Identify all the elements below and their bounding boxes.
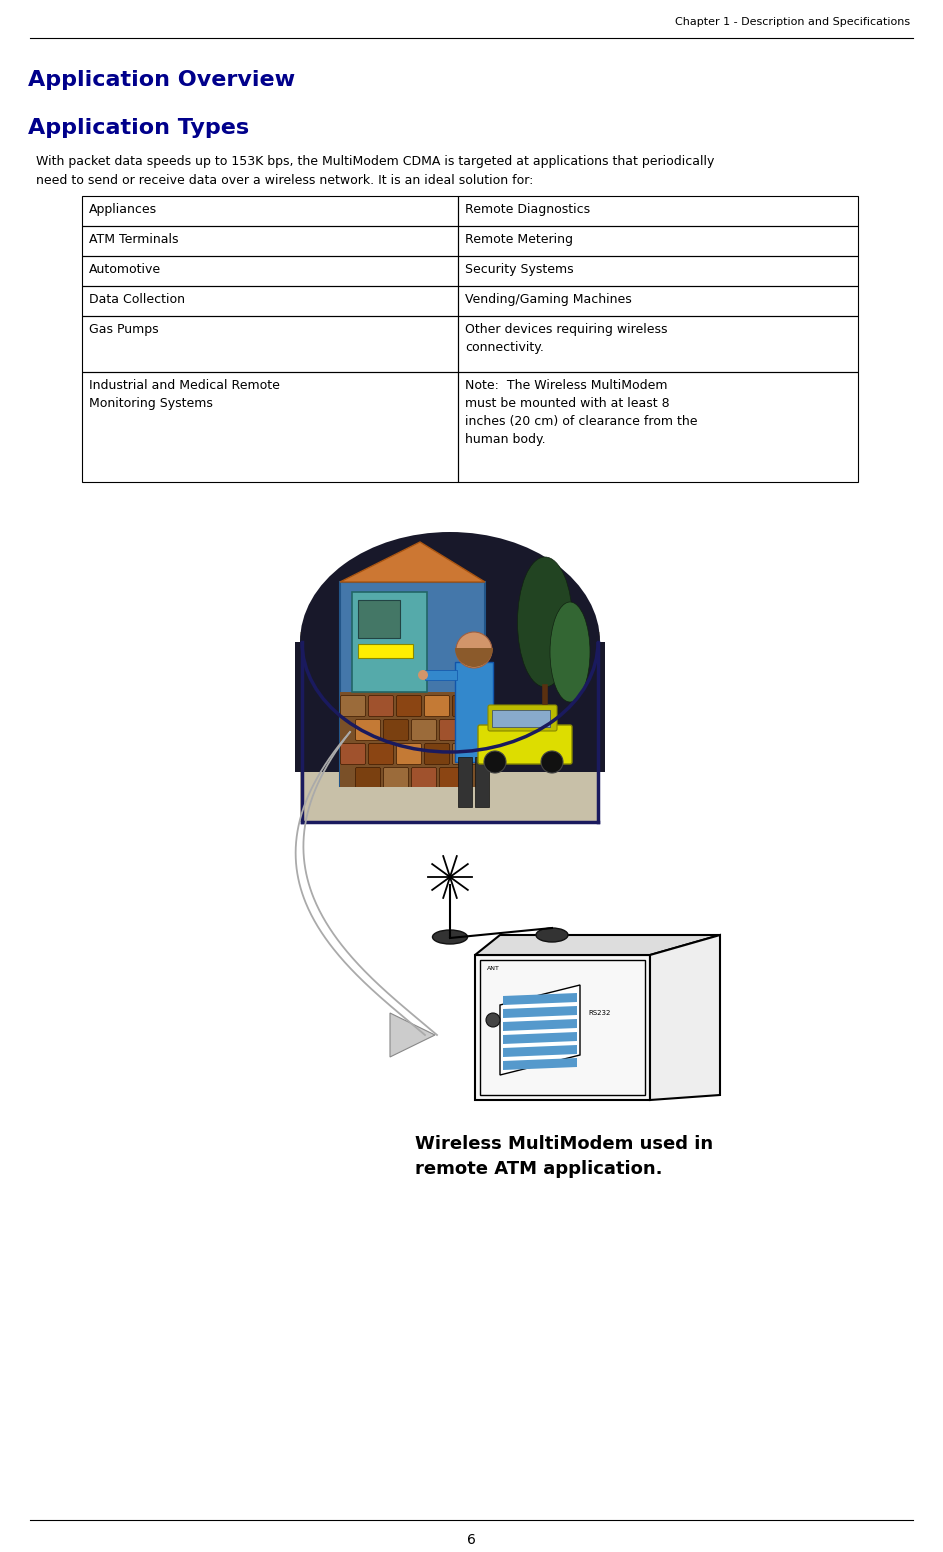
FancyBboxPatch shape xyxy=(424,743,450,765)
FancyBboxPatch shape xyxy=(453,743,477,765)
FancyBboxPatch shape xyxy=(356,768,380,788)
FancyBboxPatch shape xyxy=(340,792,366,813)
FancyBboxPatch shape xyxy=(384,720,408,740)
Polygon shape xyxy=(340,542,485,582)
FancyBboxPatch shape xyxy=(424,792,450,813)
FancyBboxPatch shape xyxy=(488,705,557,731)
Text: Other devices requiring wireless
connectivity.: Other devices requiring wireless connect… xyxy=(465,323,668,354)
FancyBboxPatch shape xyxy=(478,725,572,764)
Circle shape xyxy=(541,751,563,773)
Text: Wireless MultiModem used in
remote ATM application.: Wireless MultiModem used in remote ATM a… xyxy=(415,1135,713,1178)
Bar xyxy=(458,256,858,286)
Text: RS232: RS232 xyxy=(588,1010,610,1017)
FancyBboxPatch shape xyxy=(411,720,437,740)
Bar xyxy=(82,196,458,227)
FancyBboxPatch shape xyxy=(396,743,422,765)
Polygon shape xyxy=(500,986,580,1076)
Circle shape xyxy=(418,670,428,680)
Polygon shape xyxy=(503,993,577,1006)
Bar xyxy=(82,372,458,483)
Text: ANT: ANT xyxy=(487,967,500,972)
Bar xyxy=(340,692,485,823)
Polygon shape xyxy=(650,934,720,1100)
Text: Automotive: Automotive xyxy=(89,262,161,276)
Text: Appliances: Appliances xyxy=(89,203,157,216)
Bar xyxy=(458,286,858,317)
Bar xyxy=(458,757,472,807)
FancyBboxPatch shape xyxy=(453,695,477,717)
Text: Chapter 1 - Description and Specifications: Chapter 1 - Description and Specificatio… xyxy=(675,17,910,26)
FancyBboxPatch shape xyxy=(369,792,393,813)
Circle shape xyxy=(484,751,506,773)
FancyBboxPatch shape xyxy=(369,743,393,765)
Text: Application Overview: Application Overview xyxy=(28,70,295,90)
Polygon shape xyxy=(503,1044,577,1057)
Text: Security Systems: Security Systems xyxy=(465,262,573,276)
Wedge shape xyxy=(455,649,493,667)
Bar xyxy=(475,954,650,1100)
Text: Note:  The Wireless MultiModem
must be mounted with at least 8
inches (20 cm) of: Note: The Wireless MultiModem must be mo… xyxy=(465,379,698,445)
Bar xyxy=(352,591,427,692)
Ellipse shape xyxy=(300,532,600,753)
FancyBboxPatch shape xyxy=(340,695,366,717)
Polygon shape xyxy=(475,934,720,954)
Bar xyxy=(358,601,400,638)
Ellipse shape xyxy=(433,930,468,944)
Bar xyxy=(300,632,600,823)
Bar xyxy=(425,670,457,680)
Text: Remote Metering: Remote Metering xyxy=(465,233,573,247)
Bar xyxy=(82,286,458,317)
Text: Gas Pumps: Gas Pumps xyxy=(89,323,158,335)
Polygon shape xyxy=(390,1013,435,1057)
Bar xyxy=(458,317,858,372)
Text: Data Collection: Data Collection xyxy=(89,293,185,306)
FancyBboxPatch shape xyxy=(369,695,393,717)
Bar xyxy=(455,663,493,762)
Text: Remote Diagnostics: Remote Diagnostics xyxy=(465,203,590,216)
Text: Application Types: Application Types xyxy=(28,118,249,138)
Bar xyxy=(480,961,645,1096)
Circle shape xyxy=(486,1013,500,1027)
Bar xyxy=(340,582,485,823)
Bar xyxy=(492,709,550,726)
Text: With packet data speeds up to 153K bps, the MultiModem CDMA is targeted at appli: With packet data speeds up to 153K bps, … xyxy=(36,155,715,186)
Polygon shape xyxy=(503,1006,577,1018)
Bar xyxy=(82,256,458,286)
FancyBboxPatch shape xyxy=(340,743,366,765)
Polygon shape xyxy=(503,1020,577,1031)
Text: Vending/Gaming Machines: Vending/Gaming Machines xyxy=(465,293,632,306)
Text: 6: 6 xyxy=(467,1533,475,1547)
Text: ATM Terminals: ATM Terminals xyxy=(89,233,178,247)
Bar xyxy=(475,757,489,807)
Polygon shape xyxy=(503,1032,577,1044)
Bar xyxy=(82,317,458,372)
Bar xyxy=(295,643,605,771)
Ellipse shape xyxy=(518,557,572,688)
FancyBboxPatch shape xyxy=(439,720,465,740)
FancyBboxPatch shape xyxy=(424,695,450,717)
Bar xyxy=(358,644,413,658)
Ellipse shape xyxy=(536,928,568,942)
FancyBboxPatch shape xyxy=(411,768,437,788)
FancyBboxPatch shape xyxy=(356,720,380,740)
FancyBboxPatch shape xyxy=(396,792,422,813)
Bar xyxy=(82,227,458,256)
Ellipse shape xyxy=(550,602,590,702)
Bar xyxy=(458,196,858,227)
Bar xyxy=(300,787,600,823)
Circle shape xyxy=(456,632,492,667)
FancyBboxPatch shape xyxy=(439,768,465,788)
Bar xyxy=(458,227,858,256)
FancyBboxPatch shape xyxy=(384,768,408,788)
Text: Industrial and Medical Remote
Monitoring Systems: Industrial and Medical Remote Monitoring… xyxy=(89,379,280,410)
FancyBboxPatch shape xyxy=(396,695,422,717)
Polygon shape xyxy=(503,1058,577,1069)
FancyBboxPatch shape xyxy=(453,792,477,813)
Bar xyxy=(458,372,858,483)
